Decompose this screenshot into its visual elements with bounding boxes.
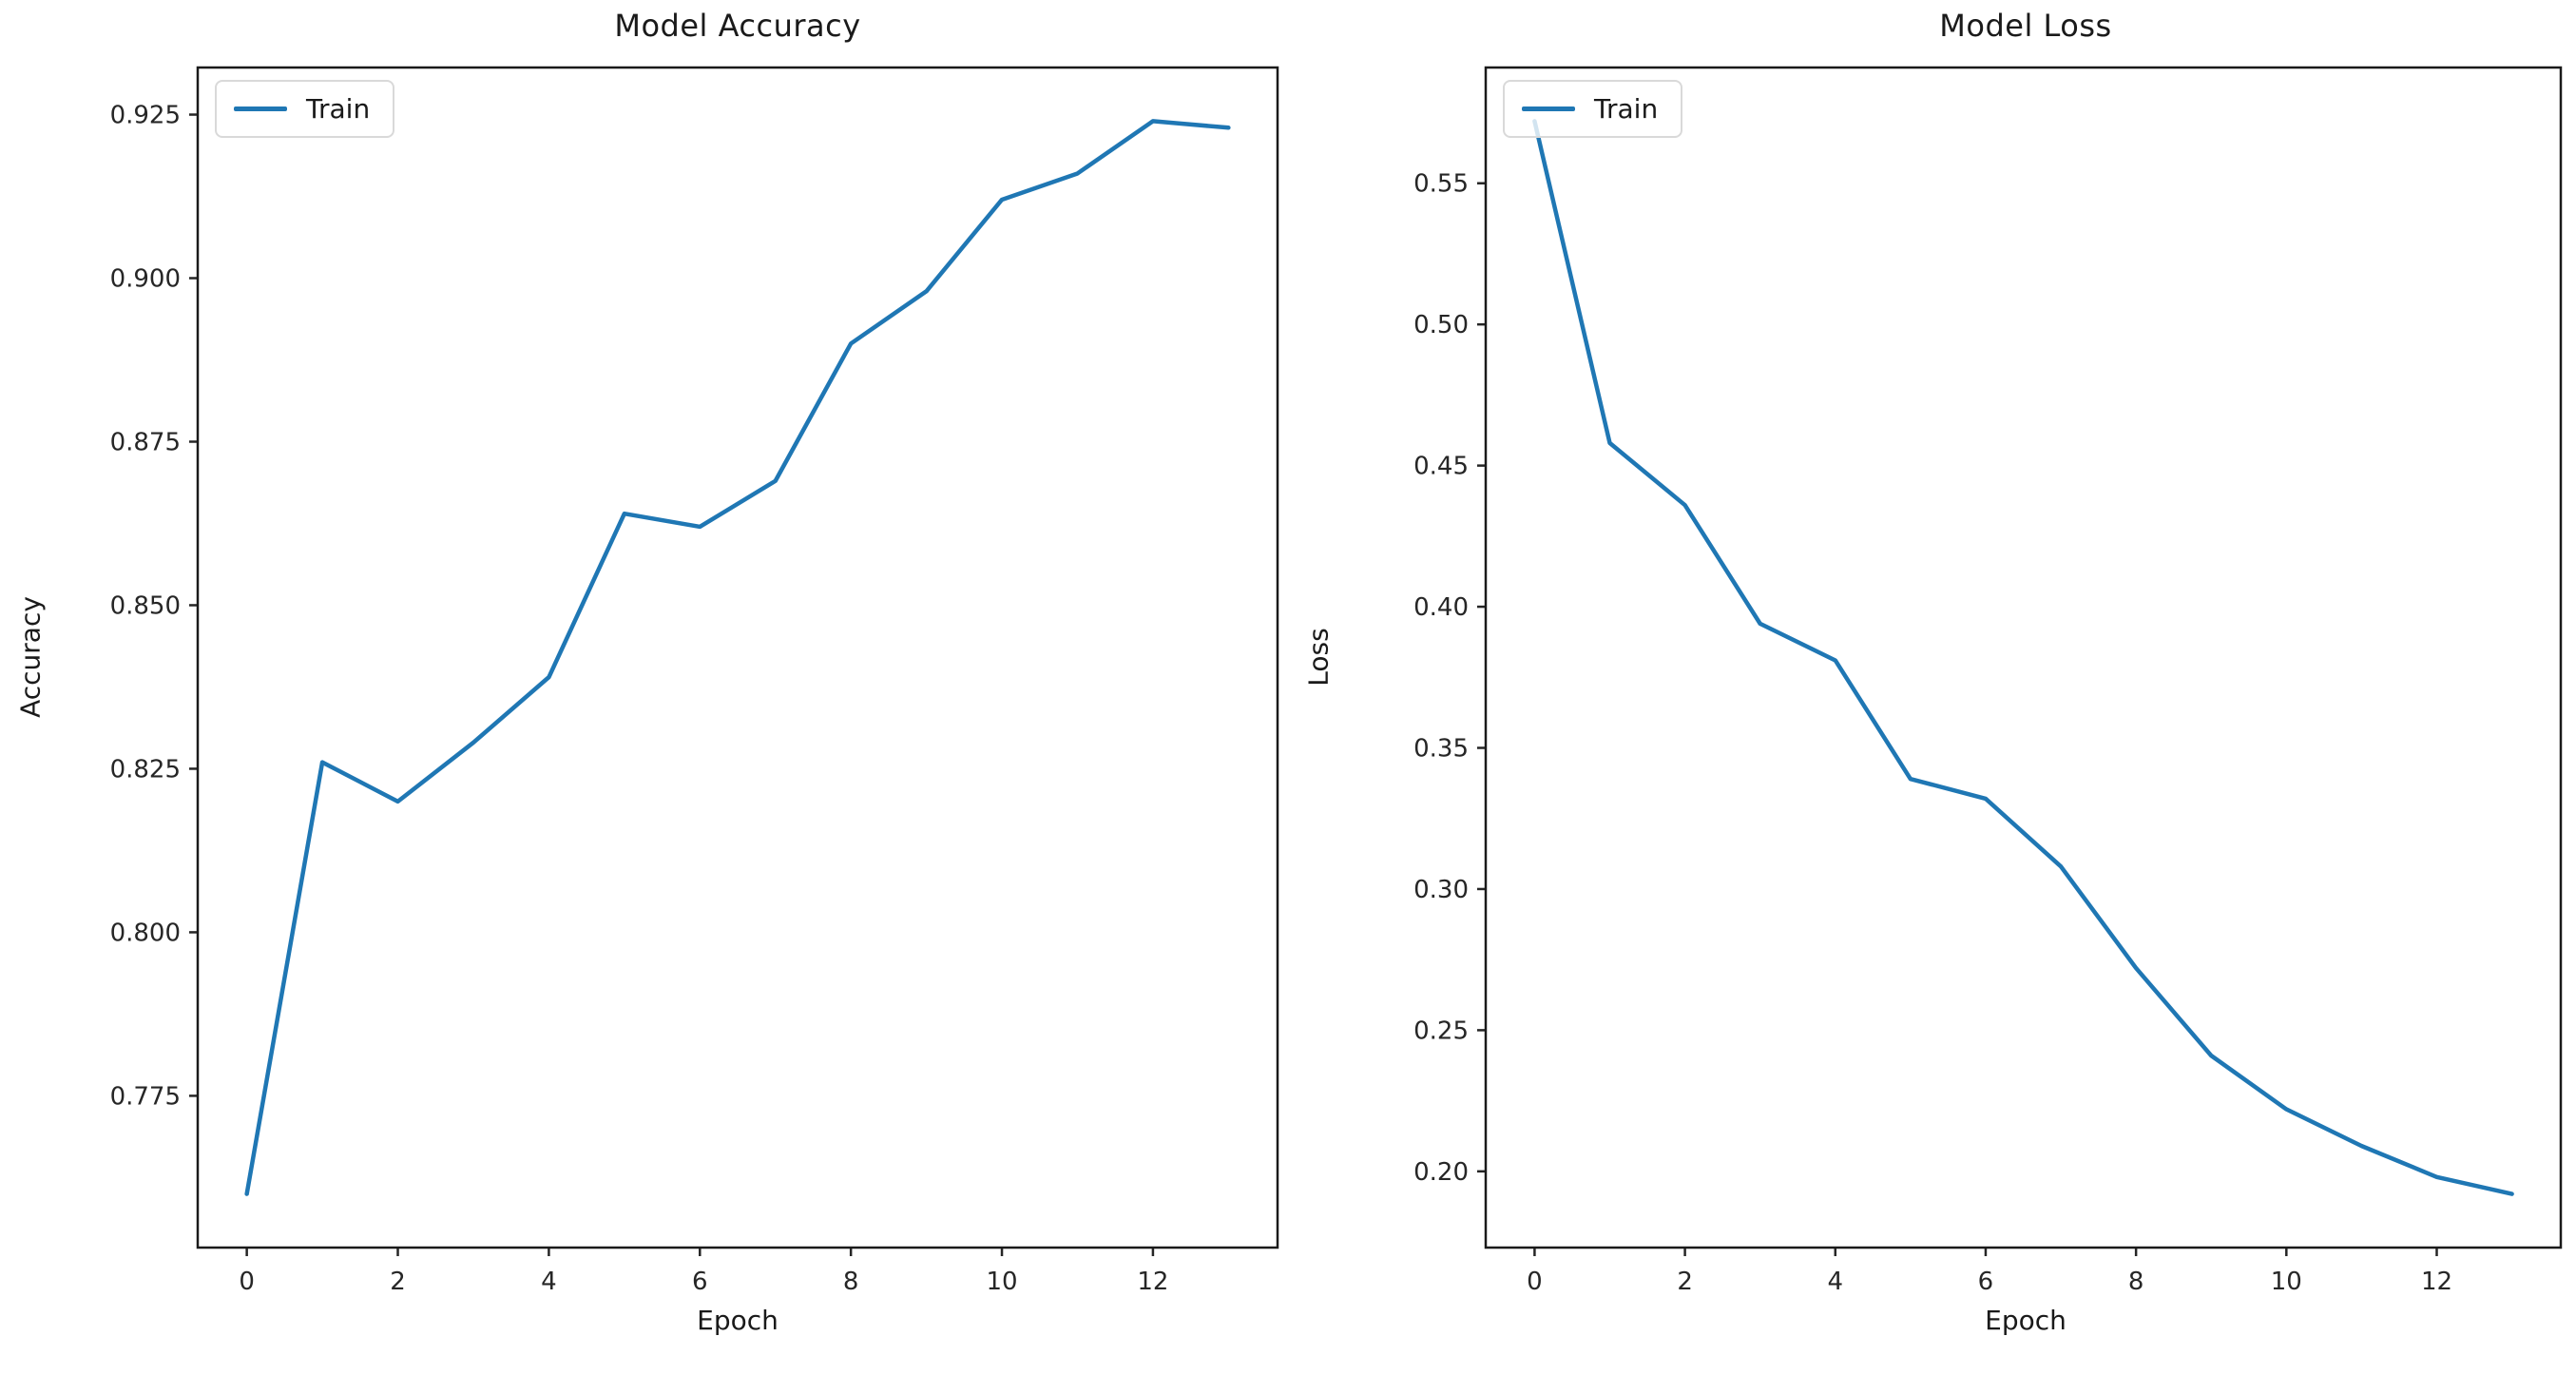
x-tick-label: 2 [1677,1268,1693,1296]
loss-legend-label: Train [1594,93,1659,125]
y-tick-label: 0.55 [1413,170,1469,199]
y-tick-label: 0.25 [1413,1017,1469,1045]
accuracy-y-axis-label: Accuracy [14,596,47,718]
train-series-line [1532,119,2514,1196]
loss-x-axis-label: Epoch [1985,1305,2067,1336]
x-tick-label: 4 [1827,1268,1843,1296]
y-tick-label: 0.925 [110,102,181,130]
accuracy-legend-label: Train [306,93,371,125]
y-tick-label: 0.20 [1413,1158,1469,1187]
loss-y-axis-label: Loss [1302,628,1335,687]
y-tick-label: 0.50 [1413,311,1469,339]
axes-spines [1484,66,2563,1249]
loss-chart-title: Model Loss [1939,8,2112,44]
y-tick-label: 0.775 [110,1082,181,1111]
x-tick-label: 10 [986,1268,1017,1296]
x-tick-label: 8 [843,1268,859,1296]
x-tick-label: 0 [1527,1268,1543,1296]
y-tick-label: 0.800 [110,919,181,947]
y-tick-label: 0.850 [110,591,181,620]
y-tick-label: 0.875 [110,428,181,456]
x-tick-label: 8 [2128,1268,2144,1296]
accuracy-x-axis-label: Epoch [697,1305,779,1336]
x-tick-label: 12 [1137,1268,1168,1296]
y-tick-label: 0.825 [110,755,181,784]
axes-spines [196,66,1279,1249]
x-tick-label: 6 [1978,1268,1994,1296]
y-tick-label: 0.35 [1413,735,1469,764]
loss-chart: Model Loss Loss 0 2 4 6 8 10 12 0.20 0.25 0.30 0.3… [1288,0,2576,1375]
accuracy-legend: Train [215,80,395,138]
x-tick-label: 6 [692,1268,708,1296]
accuracy-chart: Model Accuracy Accuracy 0 2 4 6 8 10 12 0.775 0.… [14,8,1279,1336]
y-tick-label: 0.30 [1413,876,1469,904]
loss-legend: Train [1503,80,1683,138]
x-tick-label: 4 [541,1268,557,1296]
x-tick-label: 2 [390,1268,406,1296]
loss-plot-area: 0 2 4 6 8 10 12 0.20 0.25 0.30 0.35 0.40 0.45 0.50 0.5… [1413,66,2563,1296]
y-tick-label: 0.45 [1413,453,1469,481]
train-series-line [244,119,1231,1196]
y-tick-label: 0.900 [110,265,181,294]
x-tick-label: 0 [239,1268,255,1296]
accuracy-plot-area: 0 2 4 6 8 10 12 0.775 0.800 0.825 0.850 0.875 0.900 0… [110,66,1279,1296]
accuracy-chart-title: Model Accuracy [614,8,861,44]
train-line-swatch [234,107,287,111]
y-tick-label: 0.40 [1413,593,1469,622]
x-tick-label: 10 [2271,1268,2302,1296]
x-tick-label: 12 [2421,1268,2452,1296]
train-line-swatch [1522,107,1575,111]
